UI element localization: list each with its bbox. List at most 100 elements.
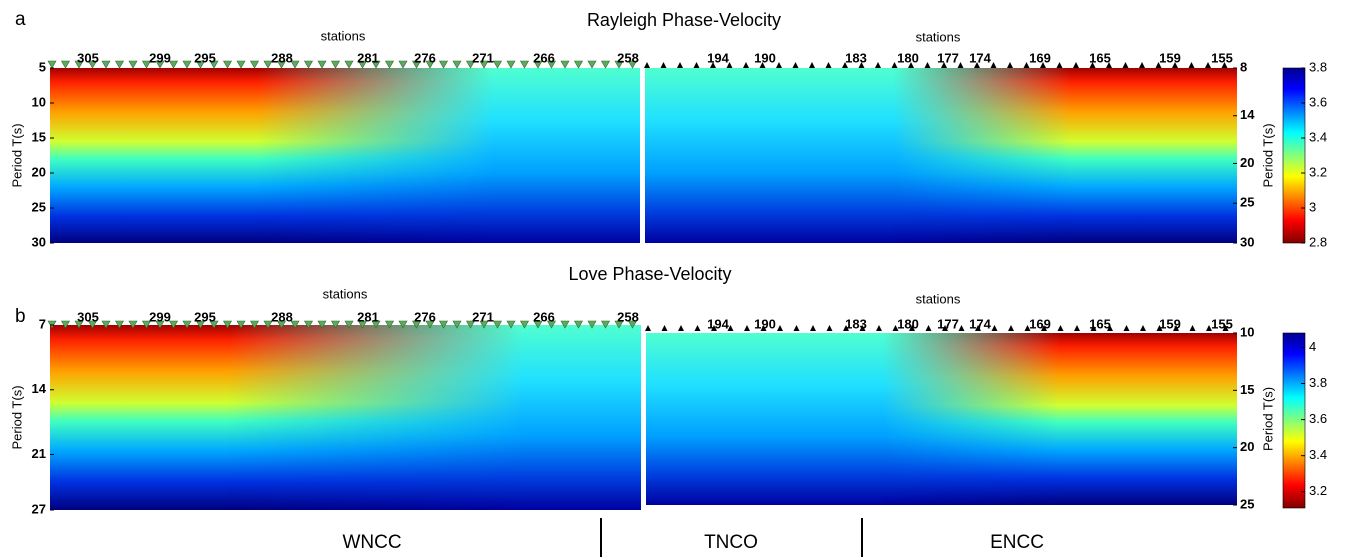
- station-marker: [1123, 325, 1130, 331]
- station-marker: [114, 60, 125, 69]
- station-marker: [222, 60, 233, 69]
- station-label: 271: [472, 50, 494, 65]
- station-marker: [465, 320, 476, 329]
- station-marker: [101, 320, 111, 329]
- station-label: 276: [414, 309, 436, 324]
- station-marker: [533, 60, 543, 69]
- station-marker: [344, 320, 354, 329]
- station-marker: [1139, 62, 1145, 68]
- station-marker: [727, 325, 734, 331]
- station-label: 174: [969, 50, 991, 65]
- station-marker: [1090, 325, 1097, 331]
- station-marker: [519, 60, 530, 69]
- station-marker: [222, 320, 233, 329]
- station-marker: [1222, 325, 1229, 331]
- station-marker: [209, 60, 219, 69]
- station-marker: [560, 320, 570, 329]
- station-marker: [141, 320, 152, 329]
- station-marker: [975, 325, 981, 331]
- station-marker: [155, 320, 165, 329]
- region-label: WNCC: [342, 532, 401, 553]
- colorbar-tick-label: 2.8: [1309, 234, 1327, 249]
- station-marker: [587, 60, 597, 69]
- station-marker: [600, 320, 611, 329]
- station-marker: [925, 325, 932, 331]
- station-marker: [249, 60, 260, 69]
- station-marker: [101, 60, 111, 69]
- y-axis-label: Period T(s): [1260, 387, 1275, 451]
- station-marker: [60, 320, 71, 329]
- station-marker: [303, 60, 314, 69]
- station-marker: [924, 62, 931, 68]
- y-tick-label: 30: [1240, 234, 1254, 249]
- station-label: 305: [77, 50, 99, 65]
- station-marker: [1205, 62, 1211, 68]
- station-label: 299: [149, 50, 171, 65]
- station-label: 295: [194, 309, 216, 324]
- station-marker: [330, 60, 341, 69]
- y-tick-label: 27: [32, 501, 46, 516]
- station-marker: [195, 320, 206, 329]
- colorbar-tick-label: 3.4: [1309, 447, 1327, 462]
- colorbar-tick-label: 3.6: [1309, 94, 1327, 109]
- station-marker: [627, 320, 638, 329]
- station-marker: [276, 60, 287, 69]
- station-label: 159: [1159, 50, 1181, 65]
- station-label: 169: [1029, 316, 1051, 331]
- station-label: 190: [754, 316, 776, 331]
- station-marker: [1089, 62, 1096, 68]
- station-marker: [398, 320, 408, 329]
- station-marker: [627, 60, 638, 69]
- station-marker: [600, 60, 611, 69]
- station-label: 177: [937, 316, 959, 331]
- colorbar-tick-label: 3: [1309, 199, 1316, 214]
- station-label: 295: [194, 50, 216, 65]
- station-label: 271: [472, 309, 494, 324]
- station-marker: [1008, 325, 1014, 331]
- station-marker: [87, 320, 98, 329]
- station-marker: [777, 325, 783, 331]
- x-axis-label: stations: [321, 28, 366, 43]
- station-marker: [875, 62, 881, 68]
- station-label: 258: [617, 50, 639, 65]
- station-marker: [317, 60, 327, 69]
- station-marker: [573, 320, 584, 329]
- station-label: 174: [969, 316, 991, 331]
- station-marker: [1056, 62, 1063, 68]
- colorbar-tick-label: 3.2: [1309, 483, 1327, 498]
- station-marker: [891, 62, 898, 68]
- station-label: 281: [357, 50, 379, 65]
- station-marker: [792, 62, 799, 68]
- station-marker: [892, 325, 899, 331]
- x-axis-label: stations: [916, 29, 961, 44]
- y-tick-label: 7: [39, 316, 46, 331]
- colorbar: [1282, 67, 1306, 244]
- station-marker: [1024, 325, 1031, 331]
- station-marker: [1122, 62, 1129, 68]
- station-marker: [236, 60, 246, 69]
- station-marker: [614, 60, 624, 69]
- station-marker: [546, 320, 557, 329]
- station-marker: [760, 325, 767, 331]
- station-marker: [1189, 325, 1196, 331]
- panel-label: a: [15, 9, 26, 30]
- station-marker: [1172, 62, 1178, 68]
- station-marker: [114, 320, 125, 329]
- station-label: 288: [271, 309, 293, 324]
- station-marker: [411, 320, 422, 329]
- station-marker: [438, 320, 449, 329]
- station-marker: [876, 325, 882, 331]
- station-marker: [357, 60, 368, 69]
- station-marker: [726, 62, 733, 68]
- station-marker: [425, 60, 435, 69]
- y-axis-label: Period T(s): [1260, 123, 1275, 187]
- station-marker: [1221, 62, 1228, 68]
- y-tick-label: 5: [39, 59, 46, 74]
- station-label: 266: [533, 309, 555, 324]
- station-marker: [826, 325, 833, 331]
- station-label: 180: [897, 50, 919, 65]
- station-marker: [74, 60, 84, 69]
- station-marker: [465, 60, 476, 69]
- y-tick-label: 10: [32, 94, 46, 109]
